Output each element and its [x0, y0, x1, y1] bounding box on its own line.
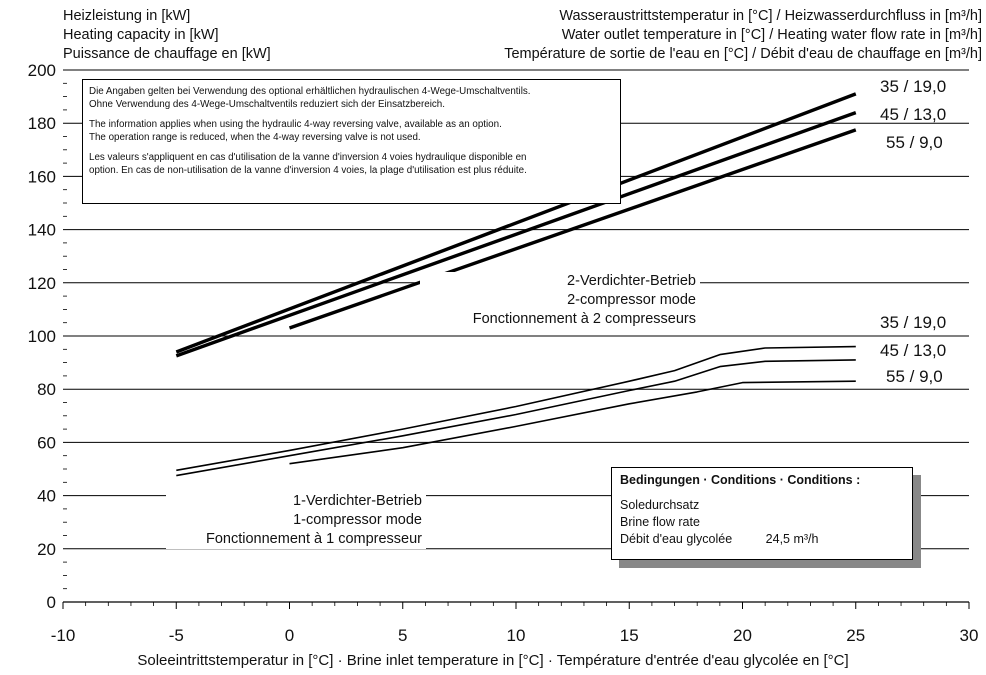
mode-label-line: Fonctionnement à 1 compresseur [206, 531, 422, 547]
series-label-2c-45: 45 / 13,0 [880, 105, 947, 124]
note-line: The information applies when using the h… [89, 119, 502, 130]
note-paragraph-de: Die Angaben gelten bei Verwendung des op… [89, 85, 614, 111]
y-tick-label: 200 [28, 61, 56, 80]
mode-label-2-compressor: 2-Verdichter-Betrieb 2-compressor mode F… [420, 272, 700, 329]
x-tick-label: 15 [620, 626, 639, 645]
x-tick-label: 25 [846, 626, 865, 645]
x-tick-label: -5 [169, 626, 184, 645]
note-line: The operation range is reduced, when the… [89, 132, 421, 143]
x-axis-title: Soleeintrittstemperatur in [°C] · Brine … [137, 652, 849, 669]
y-tick-label: 100 [28, 327, 56, 346]
mode-label-line: 2-compressor mode [567, 292, 696, 308]
y-tick-label: 40 [37, 487, 56, 506]
x-tick-label: 5 [398, 626, 407, 645]
series-label-1c-45: 45 / 13,0 [880, 341, 947, 360]
y-axis-title-de: Heizleistung in [kW] [63, 8, 191, 24]
conditions-flow-value: 24,5 m³/h [765, 532, 819, 546]
series-line-1c-0 [176, 345, 856, 472]
x-tick-labels: -10 -5 0 5 10 15 20 25 30 [51, 626, 979, 645]
series-line-1c-2 [289, 380, 856, 465]
mode-label-1-compressor: 1-Verdichter-Betrieb 1-compressor mode F… [166, 492, 426, 549]
series-label-2c-35: 35 / 19,0 [880, 77, 947, 96]
y-tick-label: 140 [28, 221, 56, 240]
x-tick-label: 30 [960, 626, 979, 645]
series-line-2c-1 [175, 110, 857, 358]
y-tick-label: 60 [37, 433, 56, 452]
y-tick-label: 0 [47, 593, 56, 612]
conditions-line: Soledurchsatz [620, 498, 700, 512]
y-tick-labels: 0 20 40 60 80 100 120 140 160 180 200 [28, 61, 56, 612]
note-line: Les valeurs s'appliquent en cas d'utilis… [89, 152, 527, 163]
note-line: Ohne Verwendung des 4-Wege-Umschaltventi… [89, 99, 445, 110]
series-label-1c-35: 35 / 19,0 [880, 313, 947, 332]
legend-title-de: Wasseraustrittstemperatur in [°C] / Heiz… [559, 8, 982, 24]
series-line-1c-1 [176, 359, 856, 477]
y-tick-label: 120 [28, 274, 56, 293]
conditions-line: Brine flow rate [620, 515, 700, 529]
series-label-1c-55: 55 / 9,0 [886, 367, 943, 386]
valve-note-box: Die Angaben gelten bei Verwendung des op… [82, 79, 621, 204]
mode-label-line: 1-compressor mode [293, 512, 422, 528]
note-paragraph-en: The information applies when using the h… [89, 118, 614, 144]
y-axis-title-en: Heating capacity in [kW] [63, 27, 219, 43]
mode-label-line: 2-Verdichter-Betrieb [567, 273, 696, 289]
y-axis-title-fr: Puissance de chauffage en [kW] [63, 46, 271, 62]
x-tick-label: 10 [507, 626, 526, 645]
note-line: option. En cas de non-utilisation de la … [89, 165, 527, 176]
x-tick-label: 20 [733, 626, 752, 645]
y-tick-label: 160 [28, 167, 56, 186]
conditions-title: Bedingungen · Conditions · Conditions : [620, 473, 861, 487]
legend-title-en: Water outlet temperature in [°C] / Heati… [561, 27, 982, 43]
mode-label-line: 1-Verdichter-Betrieb [293, 493, 422, 509]
x-tick-label: 0 [285, 626, 294, 645]
note-line: Die Angaben gelten bei Verwendung des op… [89, 86, 531, 97]
series-line-2c-0 [175, 92, 857, 354]
y-tick-label: 20 [37, 540, 56, 559]
conditions-box: Bedingungen · Conditions · Conditions : … [611, 467, 913, 560]
conditions-flow-row: Débit d'eau glycolée 24,5 m³/h [620, 531, 904, 548]
series-lines [175, 92, 857, 477]
mode-label-line: Fonctionnement à 2 compresseurs [472, 311, 696, 327]
conditions-flow-label: Débit d'eau glycolée [620, 532, 733, 546]
legend-title-fr: Température de sortie de l'eau en [°C] /… [504, 46, 982, 62]
note-paragraph-fr: Les valeurs s'appliquent en cas d'utilis… [89, 151, 614, 177]
series-label-2c-55: 55 / 9,0 [886, 133, 943, 152]
y-tick-label: 180 [28, 114, 56, 133]
y-tick-label: 80 [37, 380, 56, 399]
series-line-2c-2 [288, 128, 857, 330]
x-tick-label: -10 [51, 626, 76, 645]
